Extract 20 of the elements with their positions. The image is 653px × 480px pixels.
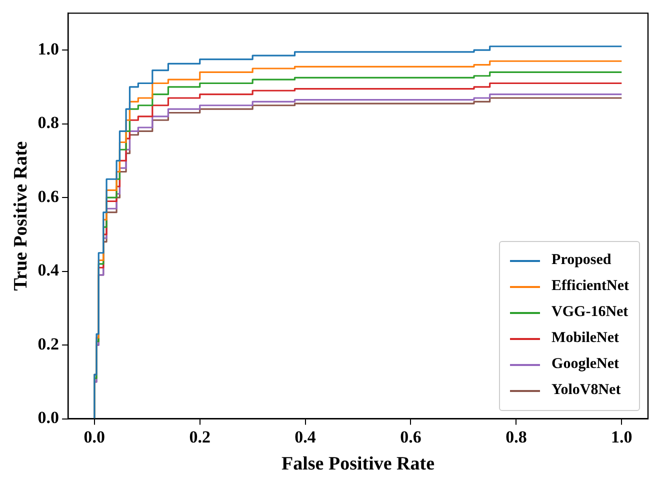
y-tick-label: 0.0	[38, 408, 60, 428]
legend-label: VGG-16Net	[552, 304, 628, 322]
x-tick-label: 1.0	[611, 427, 632, 446]
legend-label: EfficientNet	[552, 278, 629, 296]
y-tick-label: 0.4	[38, 260, 60, 280]
y-axis-title: True Positive Rate	[10, 141, 32, 291]
x-tick-label: 0.0	[84, 427, 106, 446]
legend-label: YoloV8Net	[552, 382, 621, 400]
x-tick-label: 0.6	[400, 427, 422, 446]
y-tick-label: 0.6	[38, 186, 60, 206]
legend-label: MobileNet	[552, 330, 620, 348]
y-tick-label: 1.0	[38, 39, 60, 58]
x-tick-label: 0.8	[506, 427, 527, 446]
y-tick-label: 0.2	[38, 334, 60, 354]
legend-label: GoogleNet	[552, 356, 620, 374]
legend-label: Proposed	[552, 252, 612, 270]
x-axis-title: False Positive Rate	[282, 454, 435, 475]
x-tick-label: 0.2	[189, 427, 210, 446]
x-tick-label: 0.4	[294, 427, 316, 446]
y-tick-label: 0.8	[38, 113, 60, 132]
